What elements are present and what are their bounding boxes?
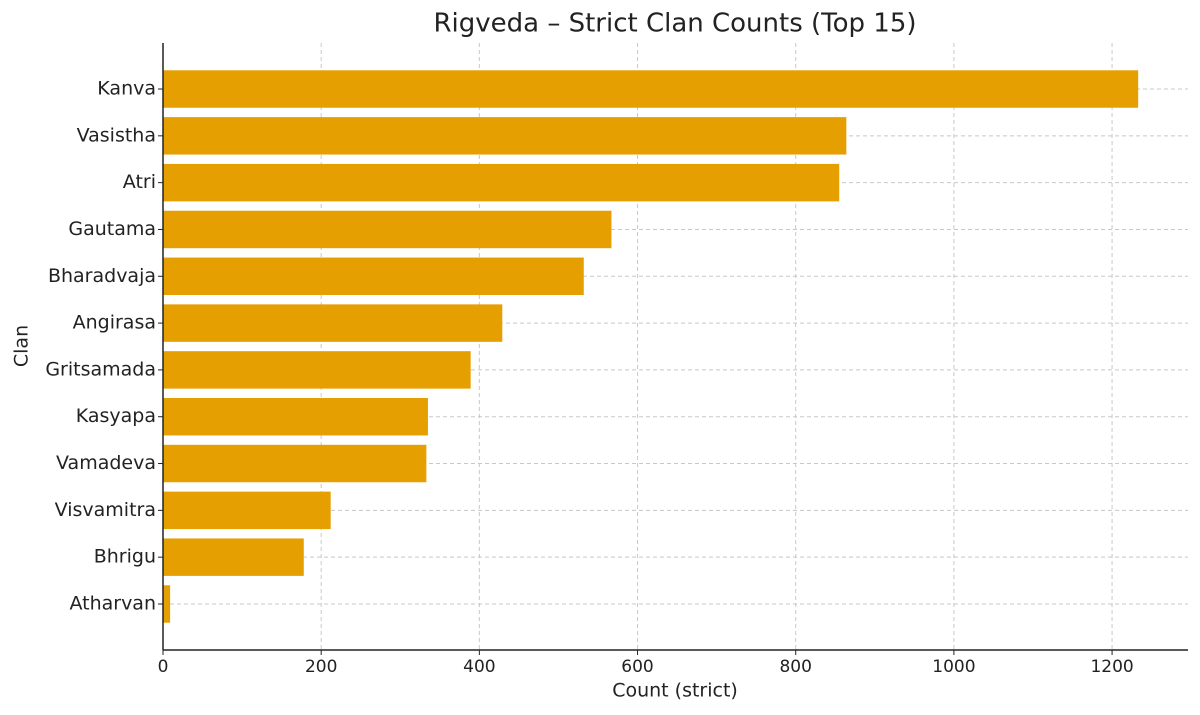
y-tick-label: Vasistha [77,124,156,146]
bar [163,257,584,296]
bar [163,444,427,483]
y-axis-label: Clan [11,325,33,367]
y-tick-label: Atharvan [69,592,156,614]
bar [163,351,471,389]
y-tick-label: Kanva [97,78,156,100]
x-tick-label: 200 [305,657,337,677]
bar [163,304,503,342]
y-tick-label: Bharadvaja [48,265,156,287]
bar [163,585,171,623]
y-tick-label: Angirasa [73,312,156,334]
y-tick-label: Gautama [68,218,156,240]
y-tick-label: Bhrigu [94,546,156,568]
bar [163,491,331,530]
chart-title: Rigveda – Strict Clan Counts (Top 15) [433,9,916,39]
x-tick-label: 400 [463,657,495,677]
x-tick-label: 0 [158,657,169,677]
bar [163,538,304,576]
y-tick-label: Kasyapa [76,405,156,427]
x-tick-label: 1200 [1090,657,1133,677]
x-tick-label: 800 [779,657,811,677]
y-tick-label: Vamadeva [56,452,156,474]
bar [163,117,847,155]
bar [163,163,840,202]
bar [163,397,428,436]
y-tick-label: Atri [123,171,156,193]
x-axis-label: Count (strict) [612,680,738,702]
bar [163,70,1139,108]
x-tick-label: 1000 [932,657,975,677]
x-tick-label: 600 [621,657,653,677]
y-tick-label: Visvamitra [55,499,156,521]
y-tick-label: Gritsamada [45,358,156,380]
bar [163,210,612,249]
